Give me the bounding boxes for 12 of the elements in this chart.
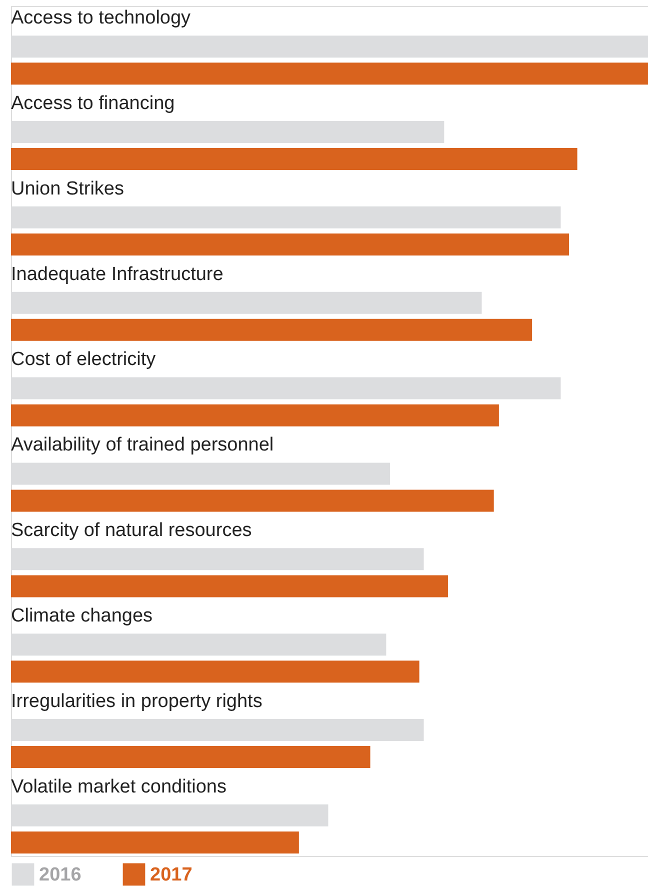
y-tick-label: Inadequate Infrastructure [11,264,224,285]
y-tick-label: Irregularities in property rights [11,690,262,712]
y-tick-label: Access to technology [11,8,192,29]
y-tick-label: Volatile market conditions [11,776,226,798]
y-tick-label: Access to financing [11,92,175,114]
y-tick-label: Cost of electricity [11,349,156,370]
y-tick-label: Availability of trained personnel [11,434,274,456]
legend-label: 2016 [39,864,82,886]
y-tick-label: Climate changes [11,606,153,627]
y-tick-label: Scarcity of natural resources [11,520,252,542]
legend-label: 2017 [150,864,192,886]
y-tick-label: Union Strikes [11,178,124,200]
